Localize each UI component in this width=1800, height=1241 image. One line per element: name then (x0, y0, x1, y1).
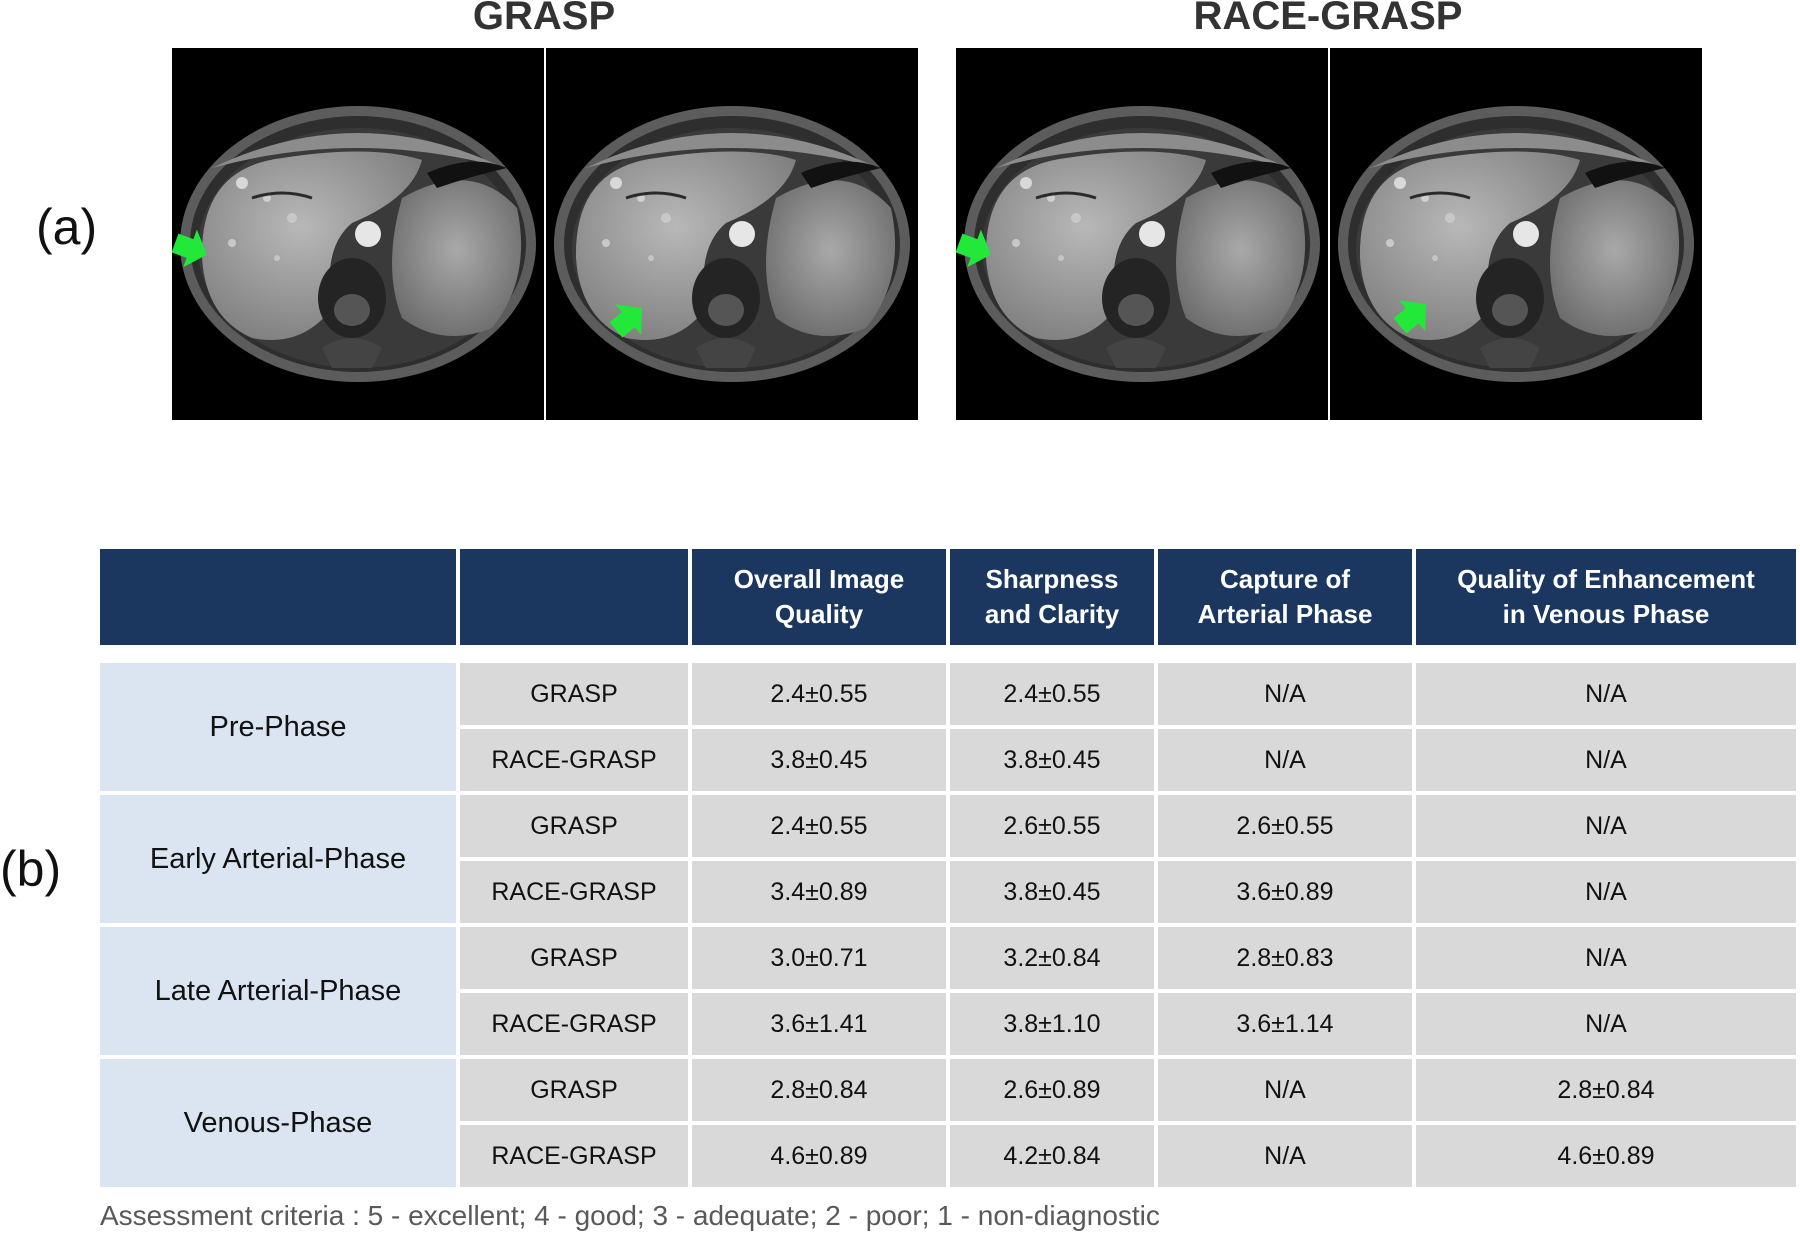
mri-scan-grasp-2 (546, 48, 918, 420)
value-cell: 3.6±0.89 (1154, 857, 1416, 927)
value-cell: 3.8±0.45 (688, 725, 950, 795)
value-cell: 2.6±0.89 (946, 1055, 1158, 1125)
value-cell: 2.8±0.84 (1412, 1055, 1800, 1125)
value-cell: 3.8±1.10 (946, 989, 1158, 1059)
results-table: Overall Image Quality Sharpness and Clarit… (96, 545, 1800, 1191)
mri-scan-grasp-1 (172, 48, 544, 420)
value-cell: N/A (1154, 1121, 1416, 1191)
mri-scan-race-grasp-2 (1330, 48, 1702, 420)
value-cell: 2.4±0.55 (688, 791, 950, 861)
assessment-criteria-note: Assessment criteria : 5 - excellent; 4 -… (100, 1200, 1160, 1231)
value-cell: 2.8±0.84 (688, 1055, 950, 1125)
method-cell: GRASP (456, 791, 692, 861)
method-cell: RACE-GRASP (456, 1121, 692, 1191)
table-row: Pre-Phase GRASP 2.4±0.55 2.4±0.55 N/A N/A (96, 659, 1800, 795)
phase-cell: Late Arterial-Phase (96, 923, 460, 1059)
method-cell: RACE-GRASP (456, 989, 692, 1059)
value-cell: 3.8±0.45 (946, 725, 1158, 795)
value-cell: 3.6±1.14 (1154, 989, 1416, 1059)
value-cell: 4.6±0.89 (688, 1121, 950, 1191)
value-cell: 2.4±0.55 (946, 659, 1158, 729)
value-cell: N/A (1412, 791, 1800, 861)
phase-cell: Venous-Phase (96, 1055, 460, 1191)
method-cell: RACE-GRASP (456, 857, 692, 927)
value-cell: N/A (1412, 989, 1800, 1059)
value-cell: 4.6±0.89 (1412, 1121, 1800, 1191)
table-row: Early Arterial-Phase GRASP 2.4±0.55 2.6±0.5… (96, 791, 1800, 927)
value-cell: N/A (1412, 923, 1800, 993)
header-overall-image-quality: Overall Image Quality (688, 545, 950, 649)
phase-cell: Early Arterial-Phase (96, 791, 460, 927)
value-cell: 3.4±0.89 (688, 857, 950, 927)
panel-a-label: (a) (36, 199, 98, 255)
method-cell: GRASP (456, 1055, 692, 1125)
value-cell: 3.6±1.41 (688, 989, 950, 1059)
table-row: RACE-GRASP 3.8±0.45 3.8±0.45 N/A N/A (98, 725, 1800, 795)
value-cell: 3.8±0.45 (946, 857, 1158, 927)
header-capture-of-arterial-phase: Capture of Arterial Phase (1154, 545, 1416, 649)
value-cell: N/A (1412, 857, 1800, 927)
method-cell: GRASP (456, 923, 692, 993)
value-cell: 3.0±0.71 (688, 923, 950, 993)
value-cell: 4.2±0.84 (946, 1121, 1158, 1191)
table-row: Venous-Phase GRASP 2.8±0.84 2.6±0.89 N/A 2.8±… (96, 1055, 1800, 1191)
header-blank-phase (96, 545, 460, 649)
table-header-row: Overall Image Quality Sharpness and Clarit… (96, 545, 1800, 649)
table-row: RACE-GRASP 3.4±0.89 3.8±0.45 3.6±0.89 N/A (98, 857, 1800, 927)
value-cell: N/A (1412, 725, 1800, 795)
method-cell: RACE-GRASP (456, 725, 692, 795)
value-cell: 2.8±0.83 (1154, 923, 1416, 993)
table-row: Late Arterial-Phase GRASP 3.0±0.71 3.2±0.84… (96, 923, 1800, 1059)
panel-b-label: (b) (0, 841, 62, 897)
value-cell: 2.4±0.55 (688, 659, 950, 729)
phase-cell: Pre-Phase (96, 659, 460, 795)
value-cell: 3.2±0.84 (946, 923, 1158, 993)
header-blank-method (456, 545, 692, 649)
table-row: RACE-GRASP 3.6±1.41 3.8±1.10 3.6±1.14 N/A (98, 989, 1800, 1059)
method-cell: GRASP (456, 659, 692, 729)
value-cell: N/A (1412, 659, 1800, 729)
value-cell: N/A (1154, 725, 1416, 795)
header-sharpness-and-clarity: Sharpness and Clarity (946, 545, 1158, 649)
header-quality-of-enhancement: Quality of Enhancement in Venous Phase (1412, 545, 1800, 649)
value-cell: 2.6±0.55 (1154, 791, 1416, 861)
table-row: RACE-GRASP 4.6±0.89 4.2±0.84 N/A 4.6±0.89 (98, 1121, 1800, 1191)
race-grasp-title: RACE-GRASP (1193, 0, 1463, 38)
value-cell: 2.6±0.55 (946, 791, 1158, 861)
grasp-title: GRASP (472, 0, 616, 38)
value-cell: N/A (1154, 659, 1416, 729)
value-cell: N/A (1154, 1055, 1416, 1125)
mri-scan-race-grasp-1 (956, 48, 1328, 420)
